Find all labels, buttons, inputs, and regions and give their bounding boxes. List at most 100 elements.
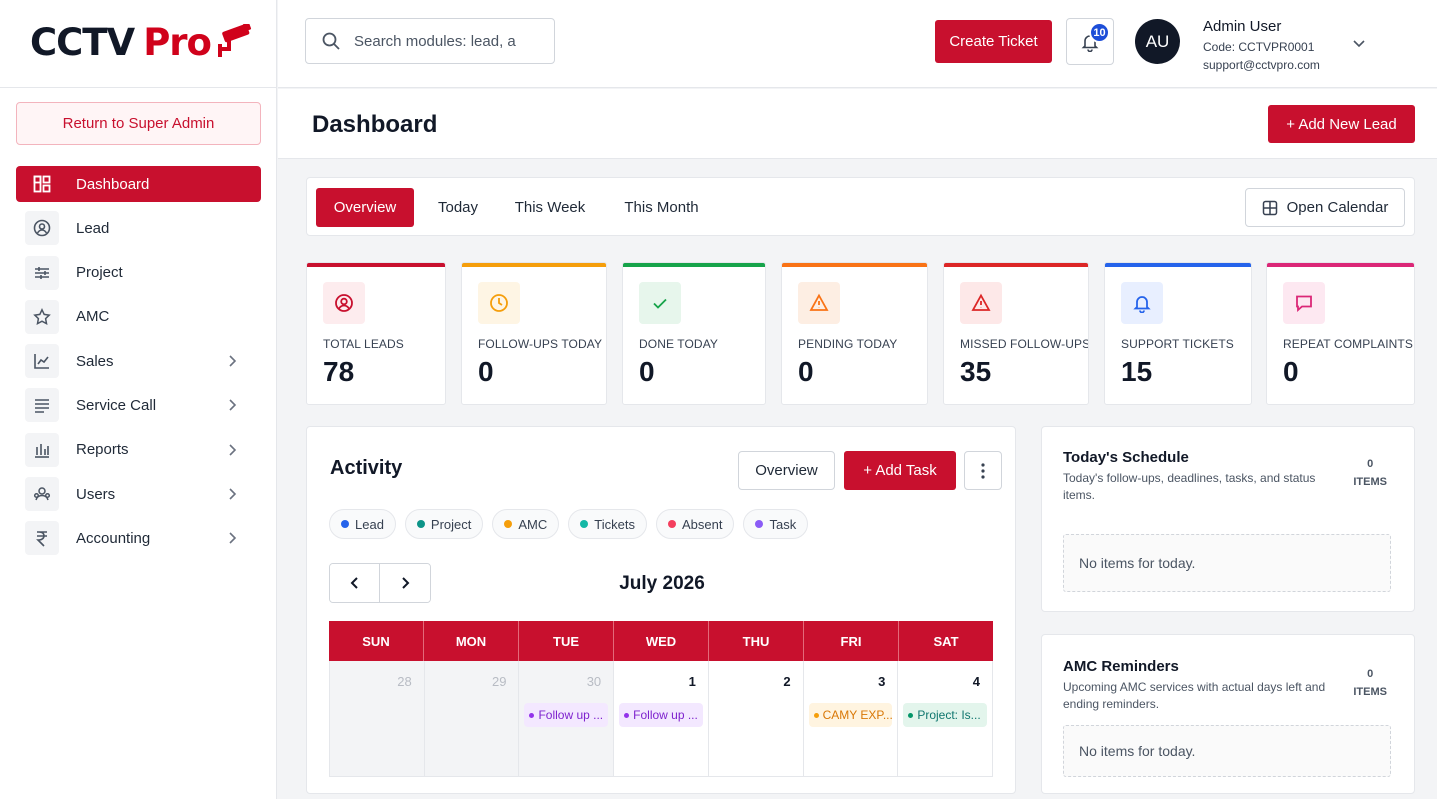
chevron-right-icon — [229, 532, 237, 544]
avatar[interactable]: AU — [1135, 19, 1180, 64]
day-number: 2 — [783, 674, 791, 689]
calendar-day-cell[interactable]: 1 Follow up ... — [614, 661, 709, 776]
warning-icon — [798, 282, 840, 324]
add-task-button[interactable]: + Add Task — [844, 451, 956, 490]
brand-logo[interactable]: CCTV Pro — [30, 20, 255, 64]
stat-value: 35 — [960, 356, 992, 387]
legend-item-absent[interactable]: Absent — [655, 509, 735, 539]
sidebar-nav: Dashboard Lead Project AMC Sales — [16, 166, 261, 565]
stat-card-done-today[interactable]: DONE TODAY 0 — [622, 262, 766, 405]
sidebar-item-lead[interactable]: Lead — [16, 210, 261, 246]
chevron-right-icon — [229, 444, 237, 456]
tab-this-week[interactable]: This Week — [514, 199, 586, 216]
calendar-event[interactable]: Project: Is... — [903, 703, 988, 727]
calendar-grid: SUN MON TUE WED THU FRI SAT 28 29 30 Fol… — [329, 621, 994, 777]
calendar-day-cell[interactable]: 2 — [708, 661, 804, 776]
stat-card-repeat-complaints[interactable]: REPEAT COMPLAINTS 0 — [1266, 262, 1415, 405]
legend-item-amc[interactable]: AMC — [492, 509, 560, 539]
calendar-event[interactable]: Follow up ... — [619, 703, 703, 727]
sidebar-item-label: Service Call — [76, 396, 157, 414]
calendar-grid-icon — [1262, 200, 1277, 215]
more-options-button[interactable] — [964, 451, 1002, 490]
stat-card-missed-follow-ups[interactable]: MISSED FOLLOW-UPS 35 — [943, 262, 1089, 405]
sidebar-item-users[interactable]: Users — [16, 476, 261, 512]
create-ticket-button[interactable]: Create Ticket — [935, 20, 1052, 63]
notification-count-badge: 10 — [1089, 22, 1110, 43]
amc-count: 0 ITEMS — [1353, 665, 1387, 701]
topbar: Create Ticket 10 AU Admin User Code: CCT… — [278, 0, 1437, 88]
sidebar-item-label: AMC — [76, 308, 110, 326]
legend-item-task[interactable]: Task — [743, 509, 809, 539]
search-box[interactable] — [305, 18, 555, 64]
brand-name-part1: CCTV — [30, 20, 135, 64]
stat-card-follow-ups-today[interactable]: FOLLOW-UPS TODAY 0 — [461, 262, 607, 405]
legend-label: Lead — [355, 516, 384, 532]
calendar-day-cell[interactable]: 3 CAMY EXP... — [803, 661, 899, 776]
stat-value: 0 — [798, 356, 814, 387]
calendar-event[interactable]: Follow up ... — [524, 703, 609, 727]
event-dot — [908, 712, 914, 718]
event-label: Follow up ... — [538, 708, 604, 722]
user-email: support@cctvpro.com — [1203, 58, 1320, 72]
chevron-right-icon — [229, 355, 237, 367]
legend-item-project[interactable]: Project — [404, 509, 484, 539]
calendar-day-cell[interactable]: 30 Follow up ... — [519, 661, 615, 776]
prev-month-button[interactable] — [330, 564, 380, 602]
open-calendar-button[interactable]: Open Calendar — [1245, 188, 1405, 227]
page-title: Dashboard — [312, 111, 438, 138]
sliders-icon — [25, 255, 59, 290]
sidebar-item-amc[interactable]: AMC — [16, 299, 261, 335]
users-icon — [25, 477, 59, 512]
stat-value: 0 — [1283, 356, 1299, 387]
amc-title: AMC Reminders — [1063, 658, 1179, 675]
warning-icon — [960, 282, 1002, 324]
weekday-label: SUN — [329, 621, 424, 661]
stat-accent-bar — [1105, 263, 1251, 267]
legend-item-lead[interactable]: Lead — [329, 509, 396, 539]
sidebar-item-sales[interactable]: Sales — [16, 343, 261, 379]
chevron-right-icon — [229, 488, 237, 500]
calendar-day-cell[interactable]: 29 — [424, 661, 520, 776]
return-to-super-admin-button[interactable]: Return to Super Admin — [16, 102, 261, 145]
stat-label: FOLLOW-UPS TODAY — [478, 337, 603, 351]
sidebar-item-service-call[interactable]: Service Call — [16, 387, 261, 423]
day-number: 3 — [878, 674, 886, 689]
tab-overview[interactable]: Overview — [316, 188, 414, 227]
calendar-day-cell[interactable]: 4 Project: Is... — [898, 661, 994, 776]
schedule-empty-state: No items for today. — [1063, 534, 1391, 592]
stat-card-pending-today[interactable]: PENDING TODAY 0 — [781, 262, 928, 405]
activity-overview-button[interactable]: Overview — [738, 451, 835, 490]
sidebar-item-accounting[interactable]: Accounting — [16, 520, 261, 556]
tab-today[interactable]: Today — [437, 199, 479, 216]
amc-count-value: 0 — [1367, 668, 1374, 680]
calendar-day-cell[interactable]: 28 — [330, 661, 425, 776]
amc-empty-state: No items for today. — [1063, 725, 1391, 777]
stat-card-total-leads[interactable]: TOTAL LEADS 78 — [306, 262, 446, 405]
sidebar: CCTV Pro Return to Super Admin Dashboard… — [0, 0, 277, 799]
chart-line-icon — [25, 344, 59, 379]
schedule-count: 0 ITEMS — [1353, 455, 1387, 491]
stat-card-support-tickets[interactable]: SUPPORT TICKETS 15 — [1104, 262, 1252, 405]
event-label: Project: Is... — [917, 708, 981, 722]
next-month-button[interactable] — [380, 564, 430, 602]
sidebar-item-reports[interactable]: Reports — [16, 432, 261, 468]
stat-value: 78 — [323, 356, 355, 387]
star-icon — [25, 299, 59, 334]
tab-this-month[interactable]: This Month — [624, 199, 699, 216]
chevron-down-icon[interactable] — [1352, 36, 1366, 50]
event-dot — [529, 712, 535, 718]
legend-item-tickets[interactable]: Tickets — [568, 509, 647, 539]
sidebar-item-project[interactable]: Project — [16, 255, 261, 291]
bell-icon — [1121, 282, 1163, 324]
notifications-button[interactable]: 10 — [1066, 18, 1114, 65]
search-input[interactable] — [354, 32, 534, 50]
weekday-label: SAT — [933, 633, 959, 649]
legend-label: Absent — [681, 516, 723, 532]
stat-label: TOTAL LEADS — [323, 337, 404, 351]
amc-count-label: ITEMS — [1353, 686, 1387, 698]
clock-icon — [478, 282, 520, 324]
sidebar-item-label: Sales — [76, 352, 114, 370]
sidebar-item-dashboard[interactable]: Dashboard — [16, 166, 261, 202]
calendar-event[interactable]: CAMY EXP... — [808, 703, 893, 727]
add-new-lead-button[interactable]: + Add New Lead — [1268, 105, 1415, 143]
